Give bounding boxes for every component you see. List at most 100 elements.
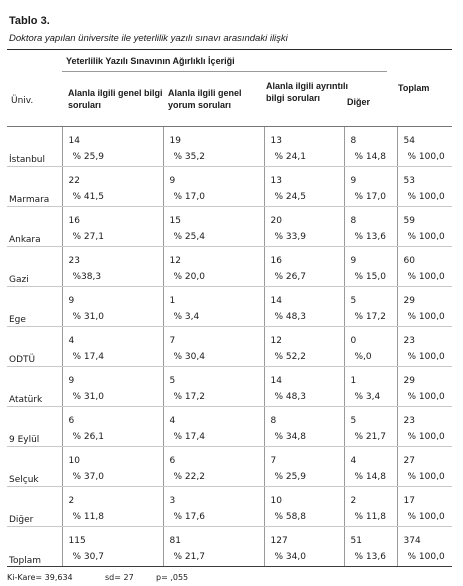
column-header-general-knowledge: Alanla ilgili genel bilgi soruları: [68, 88, 163, 110]
percent-cell: % 17,6: [162, 507, 264, 527]
percent-cell: % 17,4: [61, 347, 163, 367]
count-cell: 2: [343, 486, 397, 507]
table-row: İstanbul 14 19 13 8 54: [7, 126, 452, 167]
percent-cell: % 30,7: [61, 547, 163, 567]
total-count: 59: [396, 206, 452, 227]
count-cell: 16: [61, 206, 163, 227]
table-row-percent: % 41,5% 17,0% 24,5% 17,0% 100,0: [7, 187, 452, 207]
percent-cell: % 17,2: [162, 387, 264, 407]
table-row-percent: % 27,1% 25,4% 33,9% 13,6% 100,0: [7, 227, 452, 247]
percent-cell: %,0: [343, 347, 397, 367]
percent-cell: % 17,0: [162, 187, 264, 207]
table-row: Atatürk 9 5 14 1 29: [7, 366, 452, 407]
percent-cell: % 31,0: [61, 387, 163, 407]
percent-cell: % 34,8: [263, 427, 344, 447]
column-header-total: Toplam: [398, 83, 430, 93]
table-row-percent: % 31,0% 3,4% 48,3% 17,2% 100,0: [7, 307, 452, 327]
percent-cell: % 3,4: [343, 387, 397, 407]
table-row: Marmara 22 9 13 9 53: [7, 166, 452, 207]
table-row: Gazi 23 12 16 9 60: [7, 246, 452, 287]
count-cell: 5: [343, 286, 397, 307]
percent-cell: % 17,0: [343, 187, 397, 207]
total-percent: % 100,0: [396, 547, 452, 567]
total-count: 53: [396, 166, 452, 187]
percent-cell: % 58,8: [263, 507, 344, 527]
percent-cell: % 48,3: [263, 307, 344, 327]
count-cell: 9: [343, 246, 397, 267]
p-value: p= ,055: [156, 573, 189, 582]
count-cell: 7: [263, 446, 344, 467]
percent-cell: % 30,4: [162, 347, 264, 367]
percent-cell: % 15,0: [343, 267, 397, 287]
percent-cell: % 48,3: [263, 387, 344, 407]
total-count: 60: [396, 246, 452, 267]
percent-cell: % 17,2: [343, 307, 397, 327]
percent-cell: % 3,4: [162, 307, 264, 327]
count-cell: 4: [343, 446, 397, 467]
count-cell: 8: [343, 206, 397, 227]
table-row-percent: % 30,7% 21,7% 34,0% 13,6% 100,0: [7, 547, 452, 567]
table-row-percent: % 17,4% 30,4% 52,2 %,0% 100,0: [7, 347, 452, 367]
table-row: 9 Eylül 6 4 8 5 23: [7, 406, 452, 447]
total-percent: % 100,0: [396, 147, 452, 167]
count-cell: 5: [343, 406, 397, 427]
count-cell: 127: [263, 526, 344, 547]
percent-cell: % 52,2: [263, 347, 344, 367]
data-table: İstanbul 14 19 13 8 54% 25,9% 35,2% 24,1% 14,…: [7, 126, 452, 567]
count-cell: 13: [263, 126, 344, 147]
percent-cell: % 14,8: [343, 467, 397, 487]
university-name: Toplam: [7, 526, 62, 567]
percent-cell: % 26,7: [263, 267, 344, 287]
count-cell: 9: [343, 166, 397, 187]
table-row-percent: % 11,8% 17,6% 58,8% 11,8% 100,0: [7, 507, 452, 527]
total-count: 27: [396, 446, 452, 467]
total-count: 54: [396, 126, 452, 147]
total-percent: % 100,0: [396, 227, 452, 247]
percent-cell: % 27,1: [61, 227, 163, 247]
table-row: Ankara 16 15 20 8 59: [7, 206, 452, 247]
total-percent: % 100,0: [396, 467, 452, 487]
degrees-of-freedom: sd= 27: [105, 573, 134, 582]
university-name: Marmara: [7, 166, 62, 207]
count-cell: 9: [162, 166, 264, 187]
percent-cell: % 11,8: [343, 507, 397, 527]
count-cell: 12: [263, 326, 344, 347]
count-cell: 8: [343, 126, 397, 147]
table-row-percent: % 31,0% 17,2% 48,3% 3,4% 100,0: [7, 387, 452, 407]
table-row-percent: % 25,9% 35,2% 24,1% 14,8% 100,0: [7, 147, 452, 167]
count-cell: 9: [61, 366, 163, 387]
percent-cell: % 13,6: [343, 547, 397, 567]
total-count: 23: [396, 406, 452, 427]
percent-cell: % 35,2: [162, 147, 264, 167]
count-cell: 15: [162, 206, 264, 227]
university-name: Diğer: [7, 486, 62, 527]
percent-cell: % 22,2: [162, 467, 264, 487]
table-row: ODTÜ 4 7 12 0 23: [7, 326, 452, 367]
count-cell: 7: [162, 326, 264, 347]
group-header: Yeterlilik Yazılı Sınavının Ağırlıklı İç…: [66, 56, 235, 66]
count-cell: 5: [162, 366, 264, 387]
count-cell: 14: [263, 286, 344, 307]
percent-cell: % 13,6: [343, 227, 397, 247]
university-name: ODTÜ: [7, 326, 62, 367]
count-cell: 19: [162, 126, 264, 147]
total-count: 23: [396, 326, 452, 347]
count-cell: 12: [162, 246, 264, 267]
total-percent: % 100,0: [396, 507, 452, 527]
count-cell: 115: [61, 526, 163, 547]
table-row-percent: % 26,1% 17,4% 34,8% 21,7% 100,0: [7, 427, 452, 447]
count-cell: 6: [162, 446, 264, 467]
percent-cell: % 17,4: [162, 427, 264, 447]
total-percent: % 100,0: [396, 187, 452, 207]
column-header-other: Diğer: [347, 97, 371, 107]
top-rule: [7, 49, 452, 50]
count-cell: 2: [61, 486, 163, 507]
count-cell: 1: [162, 286, 264, 307]
university-name: Gazi: [7, 246, 62, 287]
total-count: 17: [396, 486, 452, 507]
percent-cell: % 37,0: [61, 467, 163, 487]
univ-column-header: Üniv.: [11, 96, 34, 106]
percent-cell: % 26,1: [61, 427, 163, 447]
percent-cell: %38,3: [61, 267, 163, 287]
